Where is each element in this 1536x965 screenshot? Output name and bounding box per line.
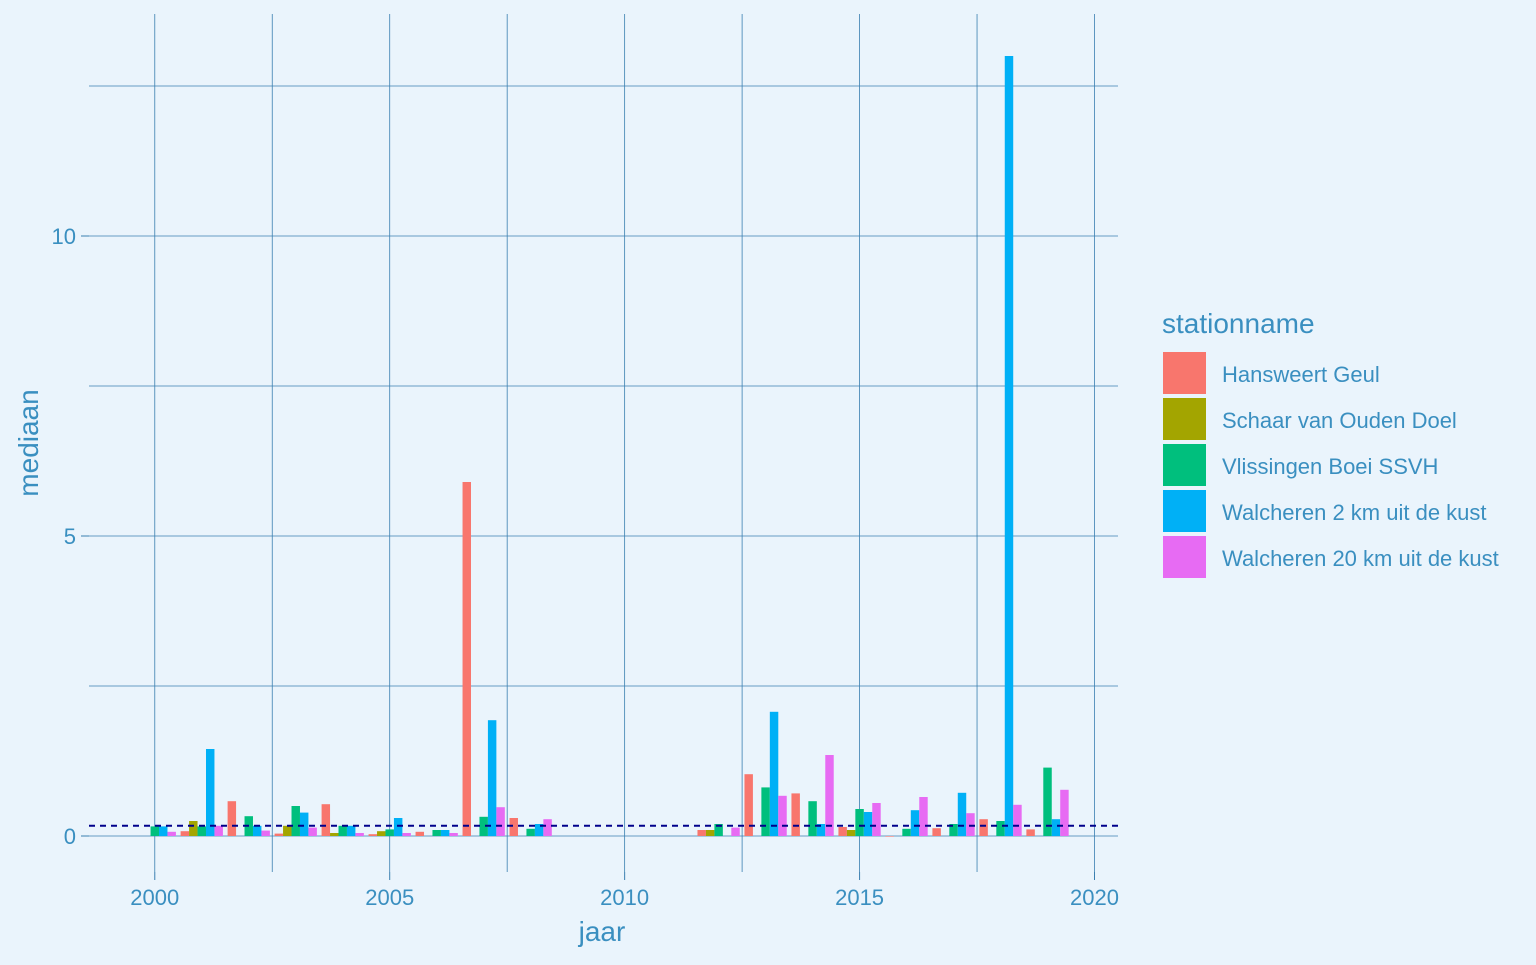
bar	[496, 807, 505, 836]
x-tick-label: 2005	[365, 885, 414, 910]
bar	[885, 836, 894, 837]
bar	[705, 830, 715, 836]
x-tick-label: 2010	[600, 885, 649, 910]
bar	[1026, 829, 1035, 836]
x-axis-title: jaar	[578, 916, 626, 947]
legend-label: Walcheren 2 km uit de kust	[1222, 500, 1487, 525]
bar	[227, 801, 237, 836]
bar	[214, 825, 223, 836]
legend-swatch	[1163, 352, 1206, 394]
bar	[252, 825, 262, 836]
bar	[385, 829, 394, 836]
bar	[816, 824, 826, 836]
bar	[180, 831, 190, 836]
bar	[872, 803, 881, 836]
bar	[534, 824, 544, 836]
bar	[368, 834, 378, 836]
grid	[89, 14, 1118, 872]
bar	[825, 755, 834, 836]
bar	[159, 826, 168, 836]
bar	[910, 810, 920, 836]
bar	[330, 833, 339, 836]
bar	[338, 825, 347, 836]
bar	[949, 824, 958, 836]
x-tick-label: 2000	[130, 885, 179, 910]
bar	[863, 812, 873, 836]
x-tick-label: 2015	[835, 885, 884, 910]
bar	[402, 833, 411, 836]
bar	[778, 795, 787, 836]
y-tick-label: 5	[64, 524, 76, 549]
bar	[855, 809, 864, 836]
axes: 0 5 10 2000 2005 2010 2015 2020	[52, 224, 1119, 910]
bar	[996, 821, 1005, 836]
legend-label: Walcheren 20 km uit de kust	[1222, 546, 1499, 571]
bar	[308, 827, 317, 836]
bar	[838, 827, 847, 836]
bar	[415, 831, 425, 836]
legend-label: Hansweert Geul	[1222, 362, 1380, 387]
bar	[487, 720, 497, 836]
bar	[377, 831, 386, 836]
y-axis-title: mediaan	[13, 389, 44, 496]
bar	[509, 818, 518, 836]
bar	[932, 828, 941, 836]
bar	[283, 825, 292, 836]
bar	[697, 830, 706, 836]
bar	[355, 833, 364, 836]
bar	[167, 831, 176, 836]
bar	[846, 830, 856, 836]
bar	[761, 787, 770, 836]
bar	[731, 827, 740, 836]
bar	[1004, 56, 1014, 836]
bar	[902, 828, 911, 836]
bar	[714, 824, 723, 836]
bar	[449, 833, 458, 836]
bar	[808, 801, 817, 836]
bar	[966, 813, 975, 836]
bar	[1043, 767, 1052, 836]
y-tick-label: 10	[52, 224, 76, 249]
bar	[744, 774, 753, 836]
bar	[440, 830, 450, 836]
bar	[1013, 804, 1022, 836]
y-tick-label: 0	[64, 824, 76, 849]
bar	[189, 821, 198, 836]
bar	[197, 826, 206, 836]
bar	[432, 830, 441, 836]
bar	[769, 711, 779, 836]
bar	[919, 797, 928, 836]
legend-swatch	[1163, 490, 1206, 532]
legend-swatch	[1163, 536, 1206, 578]
bar	[979, 819, 988, 836]
bar	[1060, 789, 1069, 836]
legend-swatch	[1163, 398, 1206, 440]
bar	[299, 812, 309, 836]
legend: stationname Hansweert Geul Schaar van Oud…	[1162, 308, 1499, 578]
bar	[346, 825, 356, 836]
bar	[543, 819, 552, 836]
legend-label: Vlissingen Boei SSVH	[1222, 454, 1438, 479]
bar	[261, 830, 270, 836]
bar	[462, 482, 471, 836]
bar	[479, 816, 488, 836]
bar	[150, 826, 160, 836]
bar	[526, 828, 535, 836]
legend-items: Hansweert Geul Schaar van Ouden Doel Vliss…	[1163, 352, 1499, 578]
bar	[321, 804, 331, 836]
bar	[393, 818, 403, 836]
bar	[205, 749, 215, 836]
bars	[150, 56, 1069, 837]
x-tick-label: 2020	[1070, 885, 1119, 910]
bar	[291, 806, 300, 836]
bar	[1051, 819, 1061, 836]
legend-label: Schaar van Ouden Doel	[1222, 408, 1457, 433]
bar	[274, 833, 284, 836]
bar	[957, 792, 967, 836]
bar	[791, 793, 800, 836]
legend-title: stationname	[1162, 308, 1315, 339]
legend-swatch	[1163, 444, 1206, 486]
